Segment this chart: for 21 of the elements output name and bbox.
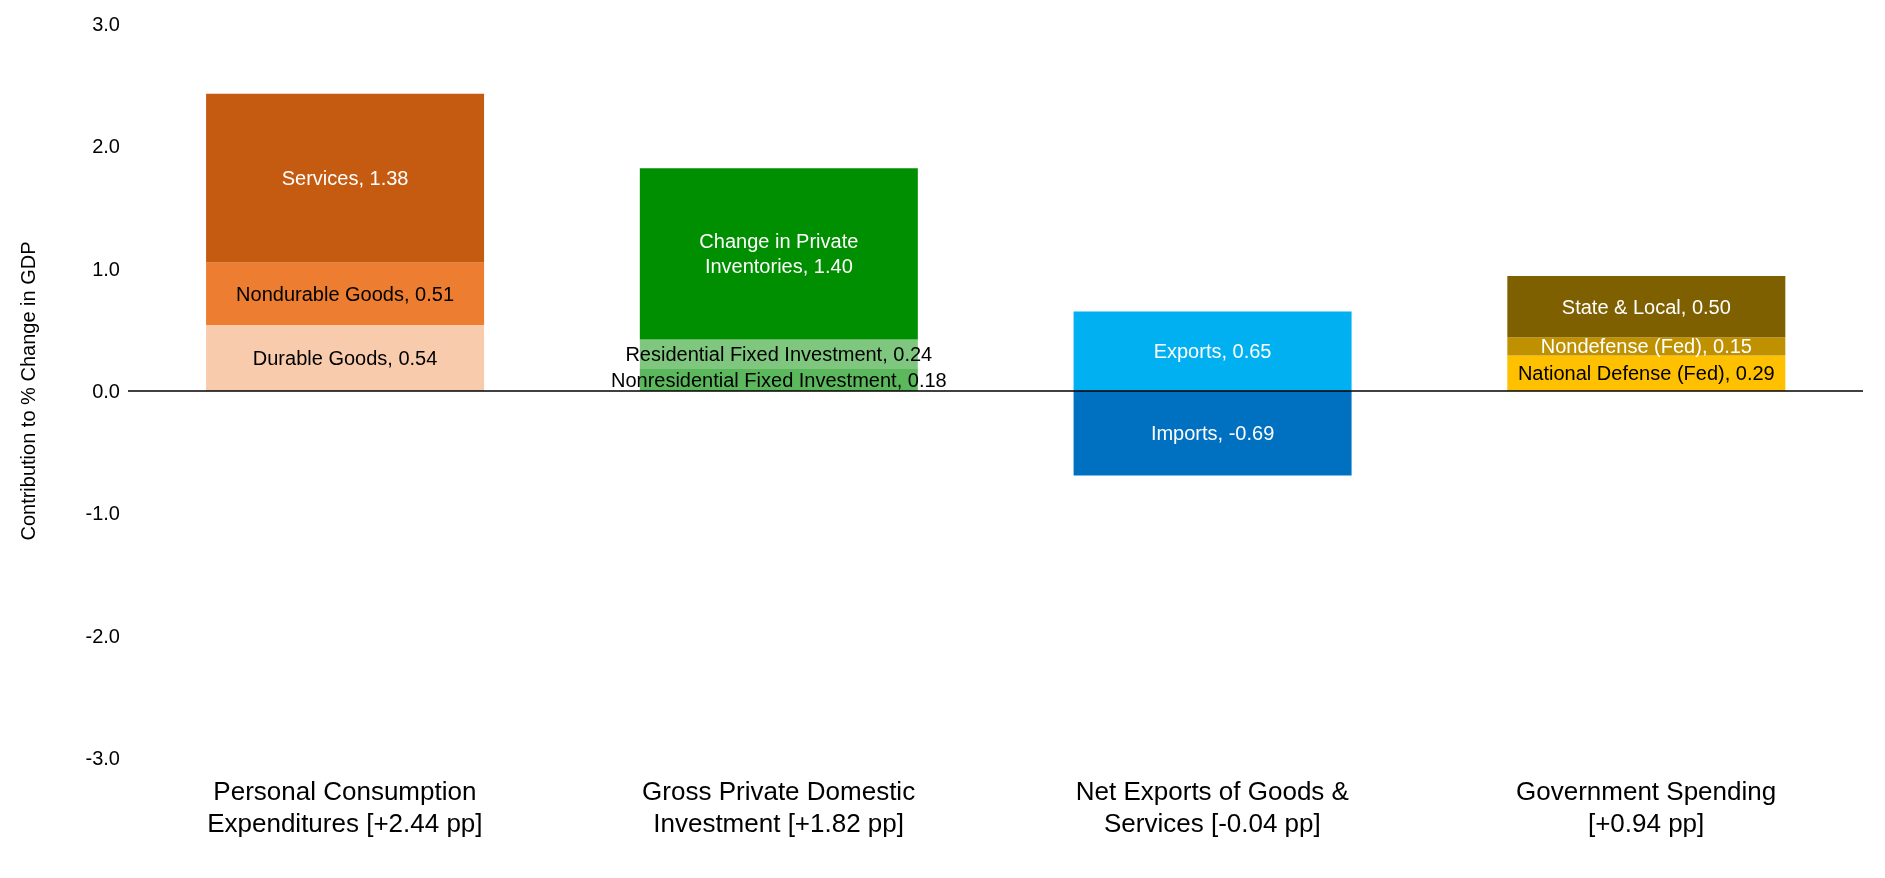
data-label: Exports, 0.65 xyxy=(1153,340,1272,363)
data-label: Durable Goods, 0.54 xyxy=(252,346,438,369)
data-label: National Defense (Fed), 0.29 xyxy=(1517,362,1775,385)
data-label: Services, 1.38 xyxy=(281,167,409,190)
data-label: State & Local, 0.50 xyxy=(1561,295,1731,318)
y-tick-label: -1.0 xyxy=(85,502,120,525)
y-tick-label: 2.0 xyxy=(92,135,120,158)
y-tick-label: 3.0 xyxy=(92,13,120,36)
x-tick-label: Government Spending [+0.94 pp] xyxy=(1516,776,1777,838)
y-tick-label: -2.0 xyxy=(85,624,120,647)
y-tick-label: 1.0 xyxy=(92,257,120,280)
y-tick-label: 0.0 xyxy=(92,380,120,403)
data-label: Imports, -0.69 xyxy=(1150,422,1275,445)
data-label: Nondefense (Fed), 0.15 xyxy=(1540,335,1752,358)
x-tick-label: Net Exports of Goods & Services [-0.04 pp] xyxy=(1075,776,1349,838)
y-axis-title: Contribution to % Change in GDP xyxy=(17,241,40,541)
x-tick-label: Personal Consumption Expenditures [+2.44 pp] xyxy=(207,776,483,838)
data-label: Change in Private Inventories, 1.40 xyxy=(699,230,859,278)
y-tick-label: -3.0 xyxy=(85,747,120,770)
x-tick-label: Gross Private Domestic Investment [+1.82 pp] xyxy=(642,776,916,838)
data-label: Nondurable Goods, 0.51 xyxy=(236,282,455,305)
